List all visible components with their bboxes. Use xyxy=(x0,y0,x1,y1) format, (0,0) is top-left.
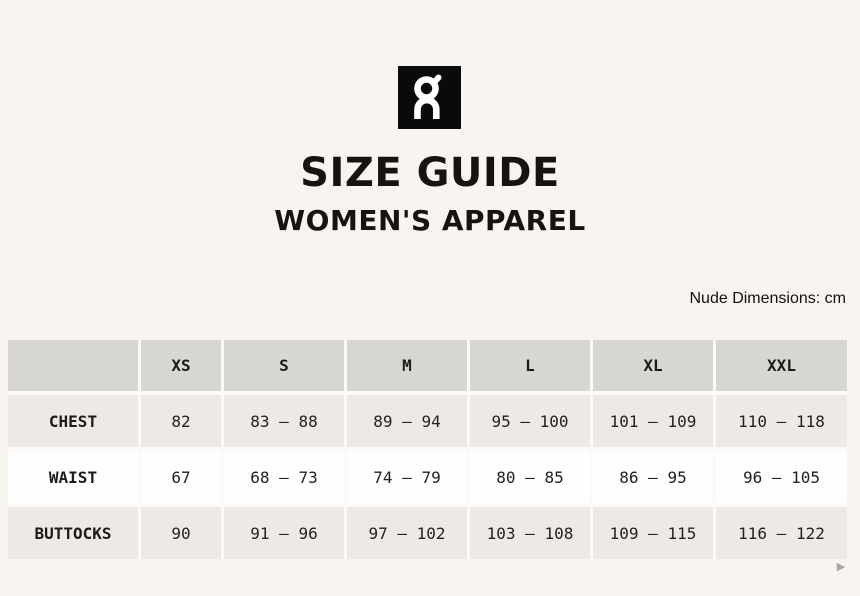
units-note: Nude Dimensions: cm xyxy=(689,290,847,307)
column-header-m: M xyxy=(347,340,467,391)
column-header-s: S xyxy=(224,340,344,391)
buttocks-xl: 109 — 115 xyxy=(593,507,713,559)
waist-m: 74 — 79 xyxy=(347,451,467,503)
waist-l: 80 — 85 xyxy=(470,451,590,503)
buttocks-l: 103 — 108 xyxy=(470,507,590,559)
chest-xs: 82 xyxy=(141,395,221,447)
chest-l: 95 — 100 xyxy=(470,395,590,447)
size-table: XS S M L XL XXL CHEST 82 83 — 88 89 — 94… xyxy=(8,340,847,559)
row-label-chest: CHEST xyxy=(8,395,138,447)
waist-s: 68 — 73 xyxy=(224,451,344,503)
waist-xxl: 96 — 105 xyxy=(716,451,847,503)
on-logo-icon xyxy=(414,74,442,119)
column-header-blank xyxy=(8,340,138,391)
chest-s: 83 — 88 xyxy=(224,395,344,447)
waist-xs: 67 xyxy=(141,451,221,503)
chest-xxl: 110 — 118 xyxy=(716,395,847,447)
row-label-waist: WAIST xyxy=(8,451,138,503)
chest-m: 89 — 94 xyxy=(347,395,467,447)
column-header-xxl: XXL xyxy=(716,340,847,391)
column-header-xs: XS xyxy=(141,340,221,391)
column-header-xl: XL xyxy=(593,340,713,391)
waist-xl: 86 — 95 xyxy=(593,451,713,503)
row-label-buttocks: BUTTOCKS xyxy=(8,507,138,559)
chest-xl: 101 — 109 xyxy=(593,395,713,447)
buttocks-m: 97 — 102 xyxy=(347,507,467,559)
buttocks-s: 91 — 96 xyxy=(224,507,344,559)
column-header-l: L xyxy=(470,340,590,391)
buttocks-xs: 90 xyxy=(141,507,221,559)
on-logo xyxy=(398,66,461,129)
page-subtitle: WOMEN'S APPAREL xyxy=(274,204,586,237)
scroll-right-icon[interactable]: ▶ xyxy=(836,560,846,573)
page-title: SIZE GUIDE xyxy=(300,150,560,196)
buttocks-xxl: 116 — 122 xyxy=(716,507,847,559)
